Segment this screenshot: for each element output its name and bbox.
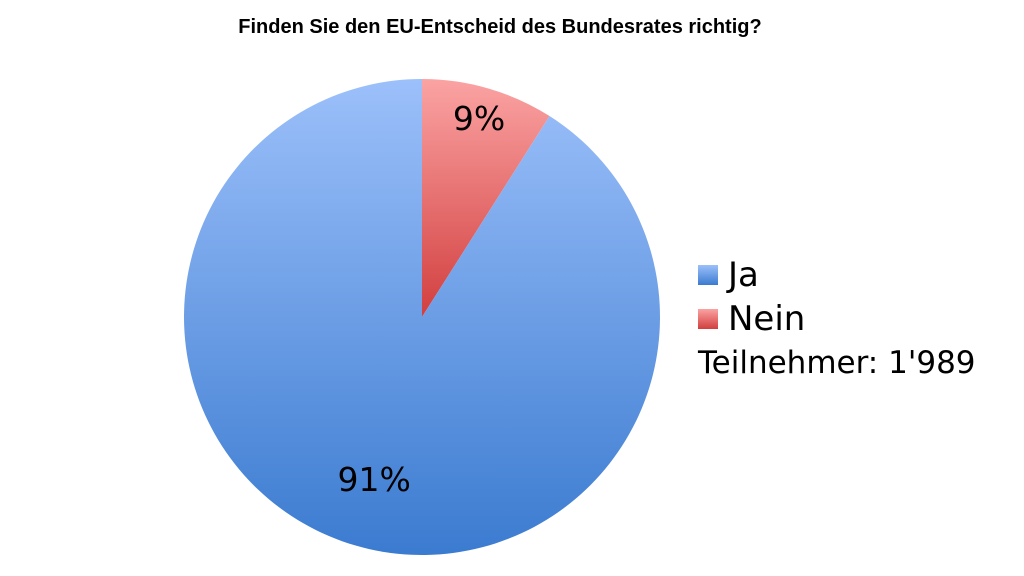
chart-title: Finden Sie den EU-Entscheid des Bundesra… [238, 16, 762, 38]
participants-count: Teilnehmer: 1'989 [698, 345, 976, 381]
legend-item-ja: Ja [698, 253, 976, 297]
legend-swatch-ja [698, 265, 718, 285]
slice-label-nein: 9% [453, 99, 505, 138]
legend-label-ja: Ja [728, 255, 759, 295]
legend-label-nein: Nein [728, 299, 806, 339]
slice-label-ja: 91% [338, 460, 411, 499]
pie-slice-ja [184, 79, 661, 555]
pie-slice-nein [422, 79, 550, 317]
legend-swatch-nein [698, 309, 718, 329]
legend-item-nein: Nein [698, 297, 976, 341]
legend: Ja Nein Teilnehmer: 1'989 [698, 253, 976, 381]
